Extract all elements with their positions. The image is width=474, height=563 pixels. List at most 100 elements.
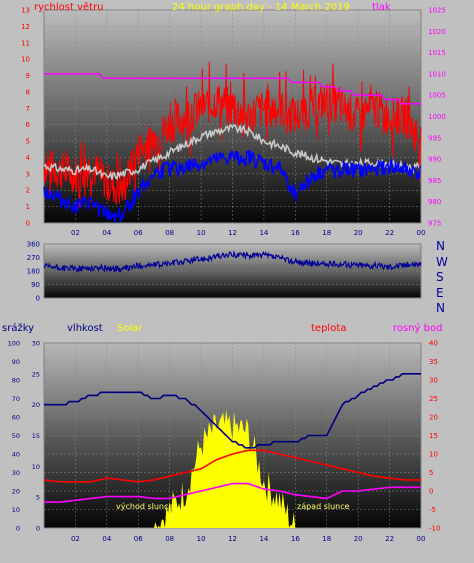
temp-tick-label: 30 bbox=[429, 377, 438, 385]
wind-tick-label: 9 bbox=[26, 72, 30, 80]
x-tick-label: 22 bbox=[385, 229, 394, 237]
direction-tick-label: 270 bbox=[27, 254, 40, 262]
x-tick-label: 00 bbox=[417, 535, 426, 543]
precip-tick-label: 100 bbox=[8, 340, 20, 348]
sunset-annotation: západ slunce bbox=[297, 502, 350, 511]
temp-tick-label: -5 bbox=[429, 506, 436, 514]
temperature-label: teplota bbox=[311, 323, 346, 334]
pressure-tick-label: 985 bbox=[428, 177, 441, 185]
pressure-tick-label: 1005 bbox=[428, 92, 446, 100]
wind-tick-label: 4 bbox=[26, 154, 31, 162]
x-tick-label: 10 bbox=[197, 535, 206, 543]
direction-letter-e: E bbox=[436, 286, 444, 300]
wind-tick-label: 7 bbox=[26, 105, 30, 113]
pressure-tick-label: 980 bbox=[428, 198, 441, 206]
x-tick-label: 18 bbox=[322, 229, 331, 237]
pressure-tick-label: 990 bbox=[428, 156, 441, 164]
precip-label: srážky bbox=[2, 322, 34, 334]
humidity-tick-label: 15 bbox=[32, 432, 40, 440]
pressure-tick-label: 1000 bbox=[428, 113, 446, 121]
x-tick-label: 16 bbox=[291, 229, 300, 237]
precip-tick-label: 60 bbox=[12, 414, 20, 422]
precip-tick-label: 70 bbox=[12, 395, 20, 403]
x-tick-label: 00 bbox=[417, 229, 426, 237]
solar-area bbox=[44, 409, 421, 528]
temp-tick-label: -10 bbox=[429, 525, 440, 533]
x-tick-label: 12 bbox=[228, 229, 237, 237]
dewpoint-label: rosný bod bbox=[393, 322, 442, 334]
wind-tick-label: 1 bbox=[26, 203, 30, 211]
direction-tick-label: 360 bbox=[27, 241, 40, 249]
temp-tick-label: 10 bbox=[429, 451, 438, 459]
direction-letter-s: S bbox=[436, 270, 444, 284]
humidity-tick-label: 25 bbox=[32, 370, 40, 378]
direction-letter-n1: N bbox=[436, 239, 445, 253]
x-tick-label: 22 bbox=[385, 535, 394, 543]
x-tick-label: 18 bbox=[322, 535, 331, 543]
x-tick-label: 08 bbox=[165, 229, 174, 237]
wind-tick-label: 3 bbox=[26, 170, 30, 178]
x-tick-label: 02 bbox=[71, 535, 80, 543]
pressure-tick-label: 1025 bbox=[428, 7, 446, 15]
precip-tick-label: 30 bbox=[12, 469, 20, 477]
precip-tick-label: 50 bbox=[12, 432, 20, 440]
direction-letter-n2: N bbox=[436, 301, 445, 315]
humidity-label: vlhkost bbox=[67, 323, 103, 334]
precip-tick-label: 40 bbox=[12, 451, 20, 459]
wind-tick-label: 0 bbox=[26, 220, 30, 228]
direction-letter-w: W bbox=[436, 255, 448, 269]
x-tick-label: 20 bbox=[354, 229, 363, 237]
x-tick-label: 14 bbox=[259, 535, 268, 543]
chart-title: 24 hour graph day - 14 March 2019 bbox=[172, 2, 350, 13]
wind-direction-line bbox=[43, 250, 422, 273]
wind-tick-label: 6 bbox=[26, 121, 31, 129]
pressure-line bbox=[44, 73, 421, 105]
temp-tick-label: 40 bbox=[429, 340, 438, 348]
humidity-tick-label: 30 bbox=[32, 340, 40, 348]
x-tick-label: 04 bbox=[102, 535, 111, 543]
x-tick-label: 06 bbox=[134, 229, 143, 237]
precip-tick-label: 0 bbox=[16, 525, 20, 533]
wind-tick-label: 13 bbox=[21, 7, 30, 15]
x-tick-label: 08 bbox=[165, 535, 174, 543]
precip-tick-label: 80 bbox=[12, 377, 20, 385]
x-tick-label: 06 bbox=[134, 535, 143, 543]
pressure-tick-label: 1020 bbox=[428, 28, 446, 36]
direction-tick-label: 0 bbox=[36, 295, 40, 303]
x-tick-label: 20 bbox=[354, 535, 363, 543]
temp-tick-label: 5 bbox=[429, 469, 433, 477]
precip-tick-label: 90 bbox=[12, 358, 20, 366]
x-tick-label: 12 bbox=[228, 535, 237, 543]
wind-tick-label: 11 bbox=[21, 39, 30, 47]
precip-tick-label: 20 bbox=[12, 488, 20, 496]
temperature-line bbox=[43, 449, 421, 483]
humidity-line bbox=[44, 372, 421, 449]
solar-label: Solar bbox=[117, 323, 143, 334]
wind-speed-label: rychlost větru bbox=[34, 1, 104, 13]
pressure-tick-label: 975 bbox=[428, 220, 441, 228]
wind-gust-line bbox=[43, 61, 422, 208]
temp-tick-label: 25 bbox=[429, 395, 438, 403]
x-tick-label: 04 bbox=[102, 229, 111, 237]
temp-tick-label: 20 bbox=[429, 414, 438, 422]
sunrise-annotation: východ slunce bbox=[116, 502, 173, 511]
pressure-tick-label: 1010 bbox=[428, 70, 446, 78]
temp-tick-label: 0 bbox=[429, 488, 433, 496]
temp-tick-label: 35 bbox=[429, 358, 438, 366]
humidity-tick-label: 20 bbox=[32, 401, 40, 409]
x-tick-label: 16 bbox=[291, 535, 300, 543]
pressure-tick-label: 995 bbox=[428, 134, 441, 142]
humidity-tick-label: 5 bbox=[36, 494, 40, 502]
wind-speed-line bbox=[43, 149, 422, 223]
direction-tick-label: 180 bbox=[27, 268, 40, 276]
x-tick-label: 10 bbox=[197, 229, 206, 237]
x-tick-label: 02 bbox=[71, 229, 80, 237]
wind-tick-label: 5 bbox=[26, 138, 30, 146]
wind-tick-label: 8 bbox=[26, 88, 30, 96]
precip-tick-label: 10 bbox=[12, 506, 20, 514]
x-tick-label: 14 bbox=[259, 229, 268, 237]
wind-tick-label: 10 bbox=[21, 56, 30, 64]
